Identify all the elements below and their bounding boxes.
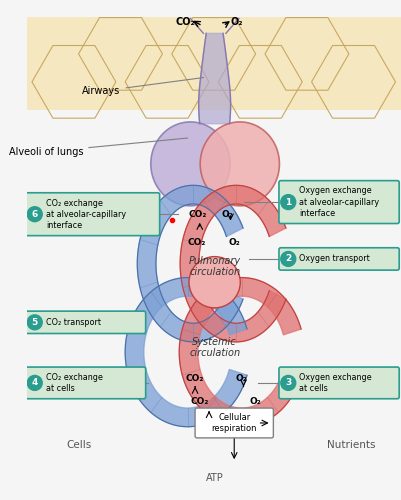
Circle shape [27,206,42,222]
Text: 2: 2 [284,254,291,264]
FancyBboxPatch shape [25,367,145,399]
Circle shape [280,376,295,390]
FancyBboxPatch shape [25,311,145,334]
Text: CO₂: CO₂ [190,397,209,406]
FancyBboxPatch shape [25,193,159,236]
Text: CO₂: CO₂ [176,17,195,27]
Text: O₂: O₂ [230,17,243,27]
Text: 4: 4 [32,378,38,388]
Text: O₂: O₂ [235,374,247,382]
Ellipse shape [200,122,279,206]
Polygon shape [198,34,230,124]
Text: 1: 1 [284,198,291,206]
Polygon shape [137,186,243,342]
Text: CO₂: CO₂ [187,238,206,246]
Circle shape [280,194,295,210]
FancyBboxPatch shape [194,408,273,438]
Text: Oxygen exchange
at cells: Oxygen exchange at cells [299,373,371,393]
Text: ATP: ATP [205,473,223,483]
Text: O₂: O₂ [228,238,239,246]
Ellipse shape [150,122,229,206]
Text: CO₂: CO₂ [188,210,207,218]
Text: Cells: Cells [66,440,91,450]
Text: Systemic
circulation: Systemic circulation [188,336,240,358]
FancyBboxPatch shape [278,180,398,224]
Circle shape [280,252,295,266]
FancyBboxPatch shape [278,367,398,399]
Text: 5: 5 [32,318,38,327]
FancyBboxPatch shape [27,16,401,110]
Polygon shape [180,186,285,342]
FancyBboxPatch shape [278,248,398,270]
Circle shape [27,315,42,330]
Text: Oxygen transport: Oxygen transport [299,254,369,264]
Text: Alveoli of lungs: Alveoli of lungs [9,138,187,156]
Text: O₂: O₂ [249,397,261,406]
Text: Nutrients: Nutrients [326,440,375,450]
Text: Oxygen exchange
at alveolar-capillary
interface: Oxygen exchange at alveolar-capillary in… [299,186,379,218]
Text: O₂: O₂ [221,210,233,218]
Text: CO₂: CO₂ [185,374,204,382]
Text: 6: 6 [32,210,38,218]
Text: Cellular
respiration: Cellular respiration [211,413,256,433]
Text: 3: 3 [284,378,291,388]
Ellipse shape [188,256,240,308]
Text: Pulmonary
circulation: Pulmonary circulation [188,256,240,277]
Text: CO₂ exchange
at cells: CO₂ exchange at cells [46,373,103,393]
Polygon shape [125,278,246,426]
Text: CO₂ transport: CO₂ transport [46,318,101,327]
Circle shape [27,376,42,390]
Polygon shape [179,278,300,426]
Text: Airways: Airways [82,78,203,96]
Text: CO₂ exchange
at alveolar-capillary
interface: CO₂ exchange at alveolar-capillary inter… [46,198,126,230]
